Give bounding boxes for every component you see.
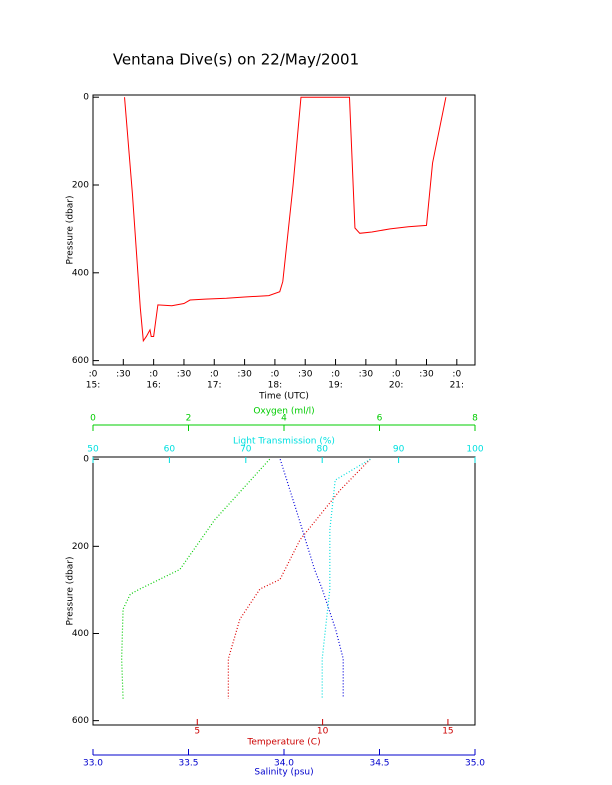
x-tick-label: :30 xyxy=(237,370,252,380)
axis-title: Light Transmission (%) xyxy=(233,437,335,447)
x-tick-label: 34.5 xyxy=(369,759,389,769)
x-tick-label: 50 xyxy=(87,445,99,455)
y-tick-label: 400 xyxy=(72,268,89,278)
chart-title: Ventana Dive(s) on 22/May/2001 xyxy=(113,51,359,69)
plot-frame xyxy=(92,456,476,726)
x-tick-label: 0 xyxy=(90,414,96,424)
x-hour-label: 17: xyxy=(207,381,221,391)
x-tick-label: :30 xyxy=(116,370,131,380)
x-tick-label: :0 xyxy=(89,370,98,380)
x-tick-label: 33.5 xyxy=(178,759,198,769)
profile-dots xyxy=(321,458,371,698)
x-tick-label: :0 xyxy=(331,370,340,380)
profile-dots xyxy=(227,458,371,699)
plot-frame xyxy=(92,94,476,366)
x-tick-label: :0 xyxy=(210,370,219,380)
x-tick-label: 80 xyxy=(316,445,328,455)
x-tick-label: :0 xyxy=(149,370,158,380)
x-hour-label: 21: xyxy=(450,381,464,391)
x-hour-label: 20: xyxy=(389,381,403,391)
x-tick-label: 34.0 xyxy=(274,759,294,769)
pressure-line xyxy=(124,96,447,343)
axis-title: Temperature (C) xyxy=(246,738,320,748)
x-tick-label: 4 xyxy=(281,414,287,424)
y-tick-label: 600 xyxy=(72,716,89,726)
axis-title: Salinity (psu) xyxy=(254,768,313,778)
x-tick-label: :0 xyxy=(392,370,401,380)
x-tick-label: :30 xyxy=(419,370,434,380)
x-hour-label: 16: xyxy=(146,381,160,391)
x-tick-label: 10 xyxy=(317,727,329,737)
x-hour-label: 19: xyxy=(328,381,342,391)
x-tick-label: 70 xyxy=(240,445,252,455)
x-tick-label: :0 xyxy=(452,370,461,380)
y-axis-label: Pressure (dbar) xyxy=(66,196,76,265)
x-tick-label: 90 xyxy=(393,445,405,455)
x-tick-label: 5 xyxy=(194,727,200,737)
x-tick-label: 60 xyxy=(164,445,176,455)
x-hour-label: 15: xyxy=(86,381,100,391)
y-axis-label: Pressure (dbar) xyxy=(66,557,76,626)
y-tick-label: 200 xyxy=(72,181,89,191)
profile-dots xyxy=(279,458,344,698)
x-tick-label: 8 xyxy=(472,414,478,424)
axis-title: Oxygen (ml/l) xyxy=(253,407,314,417)
x-tick-label: 2 xyxy=(186,414,192,424)
x-tick-label: 100 xyxy=(466,445,483,455)
x-tick-label: 6 xyxy=(377,414,383,424)
x-tick-label: :30 xyxy=(359,370,374,380)
y-tick-label: 200 xyxy=(72,542,89,552)
y-tick-label: 0 xyxy=(83,455,89,465)
profile-dots xyxy=(121,458,271,699)
y-tick-label: 600 xyxy=(72,356,89,366)
x-tick-label: :30 xyxy=(177,370,192,380)
x-tick-label: 35.0 xyxy=(465,759,485,769)
x-hour-label: 18: xyxy=(268,381,282,391)
x-tick-label: 33.0 xyxy=(83,759,103,769)
x-tick-label: :30 xyxy=(298,370,313,380)
x-tick-label: 15 xyxy=(442,727,453,737)
y-tick-label: 0 xyxy=(83,93,89,103)
y-tick-label: 400 xyxy=(72,629,89,639)
x-tick-label: :0 xyxy=(271,370,280,380)
x-axis-label: Time (UTC) xyxy=(258,392,309,402)
